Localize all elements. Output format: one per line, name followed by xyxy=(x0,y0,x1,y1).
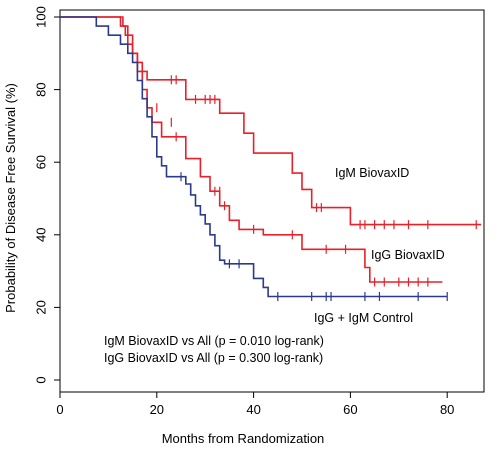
y-tick-label: 40 xyxy=(33,228,48,242)
x-tick-label: 20 xyxy=(150,402,164,417)
x-tick-label: 40 xyxy=(246,402,260,417)
annotation-igm-pvalue: IgM BiovaxID vs All (p = 0.010 log-rank) xyxy=(104,334,324,348)
series-igg-igm-control xyxy=(60,16,448,302)
y-tick-label: 100 xyxy=(33,6,48,28)
y-tick-label: 60 xyxy=(33,155,48,169)
tick-layer: 0 20 40 60 80 0 20 40 60 80 100 xyxy=(33,6,454,417)
y-axis-label: Probability of Disease Free Survival (%) xyxy=(3,83,18,313)
series-label-igg-biovaxid: IgG BiovaxID xyxy=(371,248,445,262)
series-layer xyxy=(60,16,482,302)
y-tick-label: 20 xyxy=(33,300,48,314)
y-tick-label: 80 xyxy=(33,82,48,96)
plot-border xyxy=(59,9,485,393)
x-tick-label: 60 xyxy=(343,402,357,417)
x-axis-label: Months from Randomization xyxy=(162,431,325,446)
series-line xyxy=(60,16,482,226)
y-tick-label: 0 xyxy=(33,376,48,383)
plot-frame xyxy=(59,9,485,393)
series-label-control: IgG + IgM Control xyxy=(314,311,413,325)
series-igm-biovaxid xyxy=(60,16,482,230)
x-tick-label: 80 xyxy=(440,402,454,417)
annotation-igg-pvalue: IgG BiovaxID vs All (p = 0.300 log-rank) xyxy=(104,351,323,365)
series-line xyxy=(60,16,448,298)
series-label-igm-biovaxid: IgM BiovaxID xyxy=(335,166,409,180)
x-tick-label: 0 xyxy=(56,402,63,417)
